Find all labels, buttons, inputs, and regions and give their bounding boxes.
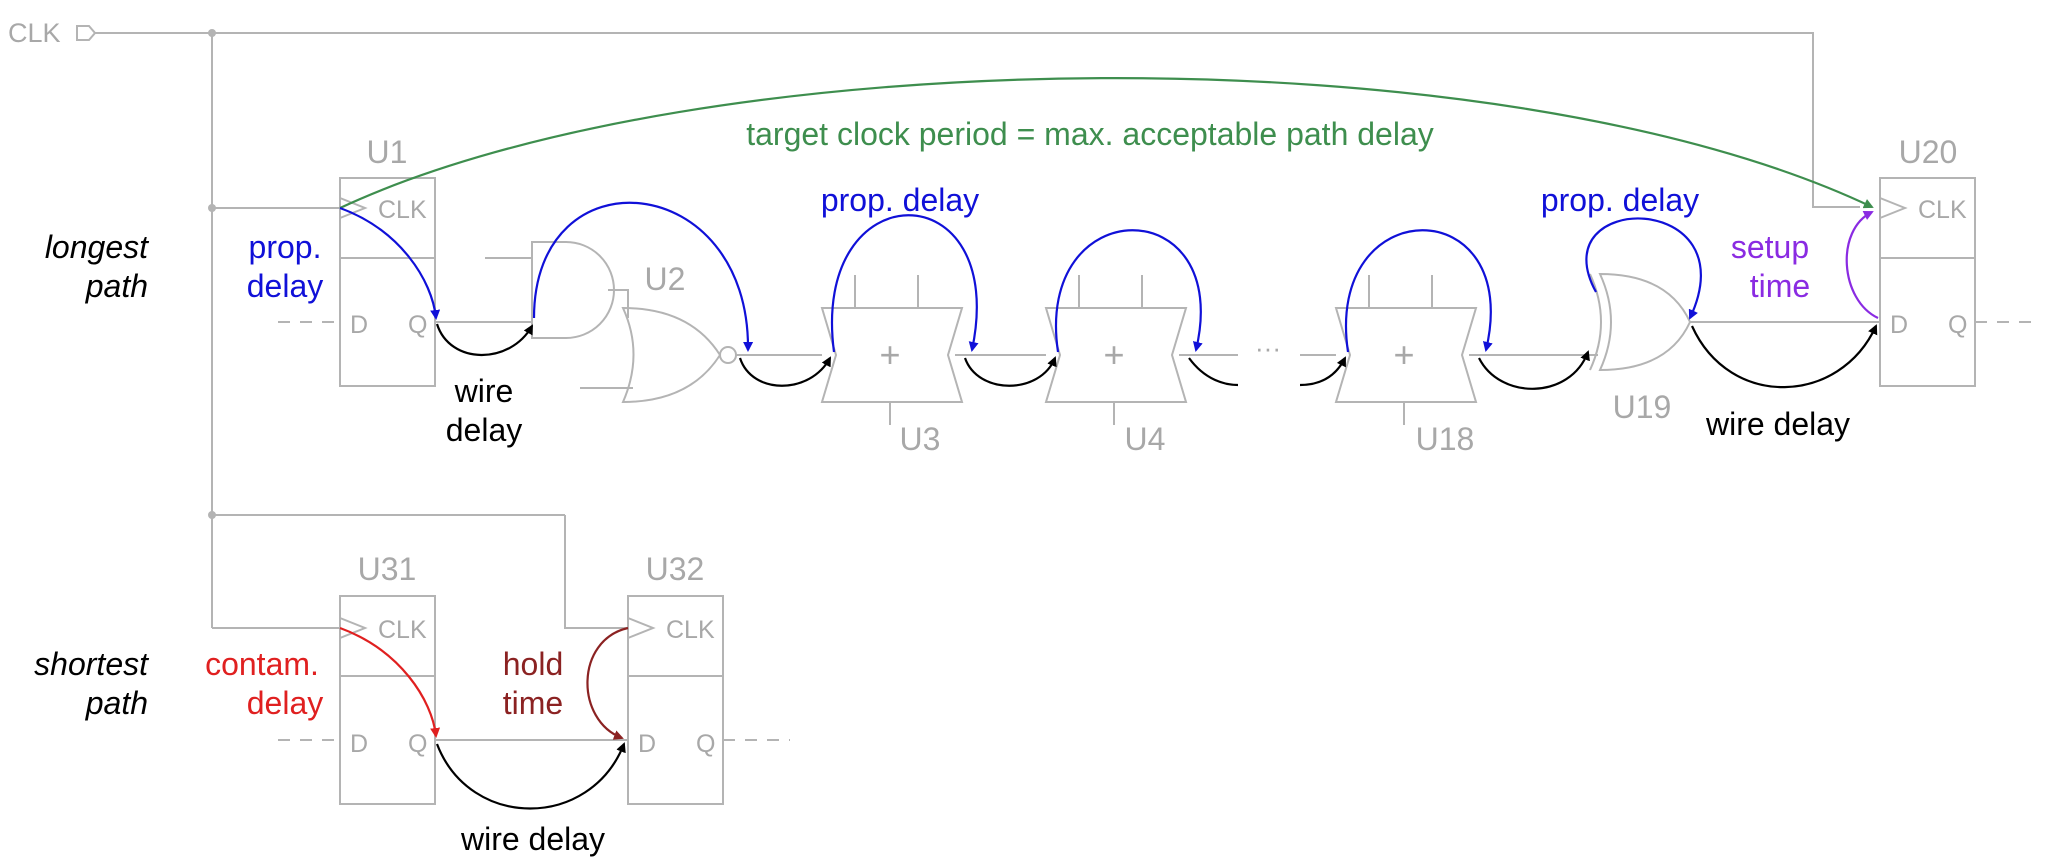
clock-branch-u32: [565, 515, 628, 628]
u32-clk-pin: CLK: [666, 616, 715, 644]
u4-plus-symbol: +: [1103, 334, 1124, 375]
clock-input-label: CLK: [8, 18, 61, 48]
contam-delay-label-line2: delay: [247, 685, 324, 721]
gate-u19: U19: [1590, 274, 1880, 425]
hold-time-arrow: [587, 628, 628, 738]
row-label-shortest-line1: shortest: [34, 646, 149, 682]
row-label-longest-line1: longest: [45, 229, 149, 265]
u4-label: U4: [1125, 421, 1166, 457]
prop-delay-label-right: prop. delay: [1541, 182, 1699, 218]
gate-u2: U2: [485, 242, 822, 402]
hold-time-label-line1: hold: [503, 646, 564, 682]
u31-label: U31: [358, 551, 417, 587]
u3-label: U3: [900, 421, 941, 457]
wire-delay-arrow-u31-u32: [437, 744, 624, 809]
u32-q-pin: Q: [696, 730, 715, 758]
u1-d-pin: D: [350, 311, 368, 339]
row-label-shortest-line2: path: [85, 685, 148, 721]
wire-delay-arrow-u3-u4: [965, 358, 1055, 386]
u32-label: U32: [646, 551, 705, 587]
wire-delay-label-stacked-line1: wire: [454, 373, 514, 409]
u20-d-pin: D: [1890, 311, 1908, 339]
adder-u4: + U4: [1046, 275, 1186, 457]
prop-delay-label-top: prop. delay: [821, 182, 979, 218]
u32-d-pin: D: [638, 730, 656, 758]
u19-label: U19: [1613, 389, 1672, 425]
u20-clk-pin: CLK: [1918, 196, 1967, 224]
prop-delay-arrow-u2: [534, 203, 748, 350]
clock-junction: [208, 29, 216, 37]
contam-delay-label-line1: contam.: [205, 646, 319, 682]
u31-clk-pin: CLK: [378, 616, 427, 644]
prop-delay-arrow-u1: [340, 208, 436, 318]
adder-u3: + U3: [822, 275, 962, 457]
u18-plus-symbol: +: [1393, 334, 1414, 375]
wire-delay-arrow-u1-u2: [437, 324, 532, 355]
prop-delay-arrow-u19: [1586, 218, 1700, 318]
u1-label: U1: [367, 134, 408, 170]
u31-d-pin: D: [350, 730, 368, 758]
u2-label: U2: [645, 261, 686, 297]
u20-q-pin: Q: [1948, 311, 1967, 339]
hold-time-label-line2: time: [503, 685, 563, 721]
u31-q-pin: Q: [408, 730, 427, 758]
target-clock-period-label: target clock period = max. acceptable pa…: [746, 116, 1434, 152]
wire-delay-label-bottom: wire delay: [460, 821, 605, 857]
row-label-longest: longest path: [45, 229, 149, 304]
wire-delay-arrow-u18-in: [1300, 358, 1345, 385]
clock-junction: [208, 204, 216, 212]
row-label-shortest: shortest path: [34, 646, 149, 721]
setup-time-label-line2: time: [1750, 268, 1810, 304]
setup-time-arrow: [1847, 212, 1878, 318]
u18-label: U18: [1416, 421, 1475, 457]
wire-delay-arrow-u19-u20: [1692, 326, 1876, 387]
prop-delay-label-left-line2: delay: [247, 268, 324, 304]
row-label-longest-line2: path: [85, 268, 148, 304]
u1-q-pin: Q: [408, 311, 427, 339]
contam-delay-arrow: [340, 628, 436, 736]
wire-delay-label-stacked-line2: delay: [446, 412, 523, 448]
wire-delay-arrow-u4-out: [1189, 358, 1238, 385]
wire-delay-arrow-u18-u19: [1479, 352, 1588, 389]
u20-label: U20: [1899, 134, 1958, 170]
wire-delay-arrow-u2-u3: [740, 358, 830, 386]
ellipsis: ···: [1255, 333, 1281, 363]
flip-flop-u20: U20 CLK D Q: [1880, 134, 2040, 386]
wire-delay-label-right: wire delay: [1705, 406, 1850, 442]
adder-u18: + U18: [1336, 275, 1476, 457]
u1-clk-pin: CLK: [378, 196, 427, 224]
setup-time-label-line1: setup: [1731, 229, 1809, 265]
u3-plus-symbol: +: [879, 334, 900, 375]
prop-delay-label-left-line1: prop.: [249, 229, 322, 265]
flip-flop-u32: U32 CLK D Q: [628, 551, 790, 804]
clock-input-port: [77, 26, 95, 40]
clock-junction: [208, 511, 216, 519]
